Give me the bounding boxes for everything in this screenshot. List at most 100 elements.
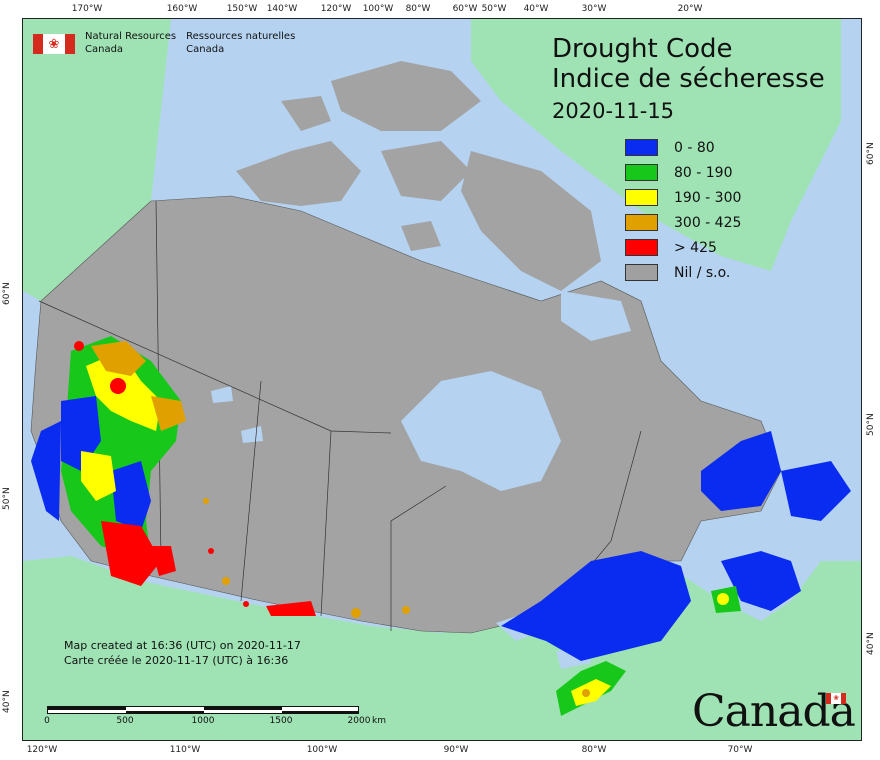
lake bbox=[211, 386, 233, 403]
agency-text: Natural Resources bbox=[85, 31, 177, 42]
legend-label: > 425 bbox=[674, 239, 717, 256]
tick-label: 80°W bbox=[405, 4, 431, 14]
arctic-island bbox=[236, 141, 361, 206]
zone-0-80 bbox=[701, 431, 781, 511]
scale-segment bbox=[126, 711, 204, 714]
map-svg bbox=[23, 19, 861, 740]
zone-425-plus bbox=[243, 601, 249, 607]
zone-300-425 bbox=[582, 689, 590, 697]
border-line bbox=[320, 430, 332, 617]
tick-label: 40°N bbox=[866, 632, 876, 655]
tick-label: 70°W bbox=[727, 745, 753, 755]
baffin-island bbox=[461, 151, 601, 291]
zone-0-80 bbox=[31, 421, 61, 521]
zone-0-80 bbox=[111, 461, 151, 531]
newfoundland bbox=[781, 461, 851, 521]
scale-bar-graphic bbox=[47, 706, 359, 714]
tick-label: 140°W bbox=[266, 4, 298, 14]
tick-label: 110°W bbox=[169, 745, 201, 755]
scale-labels: 0 500 1000 1500 2000 km bbox=[44, 714, 386, 728]
scale-label: 0 bbox=[44, 716, 50, 726]
map-date: 2020-11-15 bbox=[552, 99, 675, 123]
scale-label: 2000 bbox=[347, 716, 371, 726]
zone-425-plus bbox=[151, 546, 176, 576]
credit-fr: Carte créée le 2020-11-17 (UTC) à 16:36 bbox=[64, 654, 289, 667]
legend-swatch bbox=[625, 164, 658, 181]
tick-label: 30°W bbox=[581, 4, 607, 14]
scale-label: 500 bbox=[116, 716, 134, 726]
tick-label: 150°W bbox=[226, 4, 258, 14]
legend: 0 - 80 80 - 190 190 - 300 300 - 425 > 42… bbox=[625, 135, 741, 285]
legend-label: 0 - 80 bbox=[674, 139, 715, 156]
zone-190-300 bbox=[717, 593, 729, 605]
tick-label: 120°W bbox=[320, 4, 352, 14]
scale-segment bbox=[204, 707, 282, 710]
legend-item: 190 - 300 bbox=[625, 185, 741, 210]
tick-label: 50°N bbox=[866, 413, 876, 436]
scale-unit: km bbox=[372, 716, 386, 726]
arctic-island bbox=[281, 96, 331, 131]
border-line bbox=[240, 380, 262, 602]
zone-0-80 bbox=[501, 551, 691, 661]
legend-item: Nil / s.o. bbox=[625, 260, 741, 285]
zone-300-425 bbox=[91, 341, 146, 376]
tick-label: 50°W bbox=[481, 4, 507, 14]
tick-label: 100°W bbox=[306, 745, 338, 755]
legend-swatch bbox=[625, 264, 658, 281]
tick-label: 50°N bbox=[2, 487, 12, 510]
hudson-bay bbox=[401, 371, 561, 491]
alaska-landmass bbox=[23, 19, 171, 301]
zone-300-425 bbox=[402, 606, 410, 614]
tick-label: 20°W bbox=[677, 4, 703, 14]
zone-0-80 bbox=[61, 396, 101, 471]
tick-label: 100°W bbox=[362, 4, 394, 14]
arctic-island bbox=[331, 61, 481, 131]
tick-label: 170°W bbox=[71, 4, 103, 14]
scale-segment bbox=[48, 707, 126, 710]
hudson-strait bbox=[561, 291, 631, 341]
zone-190-300 bbox=[571, 679, 611, 706]
legend-item: 0 - 80 bbox=[625, 135, 741, 160]
border-line bbox=[390, 485, 447, 631]
zone-425-plus bbox=[110, 378, 126, 394]
scale-label: 1000 bbox=[191, 716, 215, 726]
tick-label: 60°N bbox=[2, 282, 12, 305]
agency-text: Canada bbox=[85, 44, 124, 55]
scale-label: 1500 bbox=[269, 716, 293, 726]
canada-flag-icon: ❀ bbox=[33, 34, 75, 54]
tick-label: 160°W bbox=[166, 4, 198, 14]
legend-label: 190 - 300 bbox=[674, 189, 742, 206]
legend-label: Nil / s.o. bbox=[674, 264, 731, 281]
legend-swatch bbox=[625, 139, 658, 156]
scale-bar: 0 500 1000 1500 2000 km bbox=[44, 706, 386, 728]
zone-300-425 bbox=[222, 577, 230, 585]
legend-swatch bbox=[625, 239, 658, 256]
map-canvas[interactable] bbox=[22, 18, 862, 741]
scale-segment bbox=[282, 711, 358, 714]
legend-label: 300 - 425 bbox=[674, 214, 742, 231]
legend-item: > 425 bbox=[625, 235, 741, 260]
tick-label: 90°W bbox=[443, 745, 469, 755]
tick-label: 40°N bbox=[2, 690, 12, 713]
agency-name-fr: Ressources naturelles Canada bbox=[186, 30, 295, 56]
legend-item: 300 - 425 bbox=[625, 210, 741, 235]
arctic-island bbox=[381, 141, 471, 201]
tick-label: 40°W bbox=[523, 4, 549, 14]
legend-swatch bbox=[625, 189, 658, 206]
zone-300-425 bbox=[351, 608, 361, 618]
nrcan-signature: ❀ Natural Resources Canada Ressources na… bbox=[33, 30, 295, 56]
agency-name-en: Natural Resources Canada bbox=[85, 30, 176, 56]
tick-label: 80°W bbox=[581, 745, 607, 755]
arctic-island bbox=[401, 221, 441, 251]
legend-item: 80 - 190 bbox=[625, 160, 741, 185]
legend-label: 80 - 190 bbox=[674, 164, 733, 181]
zone-425-plus bbox=[266, 601, 316, 616]
zone-300-425 bbox=[151, 396, 186, 431]
title-fr: Indice de sécheresse bbox=[552, 64, 825, 94]
zone-0-80 bbox=[721, 551, 801, 611]
zone-190-300 bbox=[81, 451, 116, 501]
tick-label: 120°W bbox=[26, 745, 58, 755]
lake bbox=[241, 426, 263, 443]
zone-425-plus bbox=[101, 521, 161, 586]
